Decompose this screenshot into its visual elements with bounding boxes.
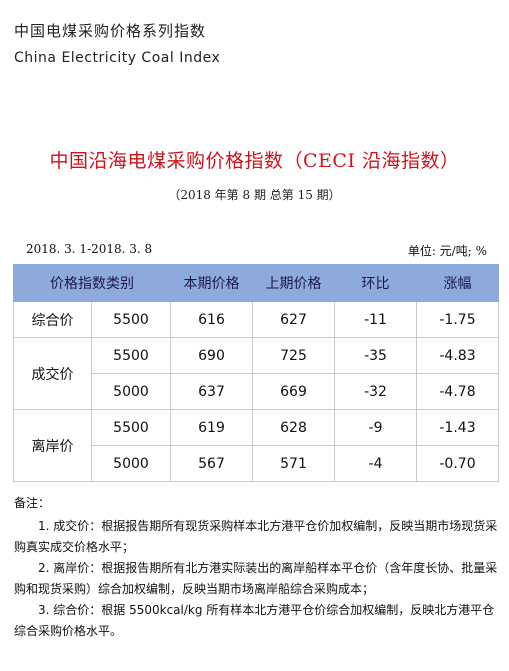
change-cell: -32 bbox=[334, 373, 417, 410]
table-row: 综合价 5500 616 627 -11 -1.75 bbox=[13, 301, 499, 338]
spec-cell: 5500 bbox=[91, 337, 171, 374]
current-cell: 619 bbox=[170, 409, 253, 446]
current-cell: 616 bbox=[170, 301, 253, 338]
change-cell: -11 bbox=[334, 301, 417, 338]
change-cell: -9 bbox=[334, 409, 417, 446]
pct-cell: -4.78 bbox=[416, 373, 499, 410]
series-title-cn: 中国电煤采购价格系列指数 bbox=[14, 22, 207, 40]
price-index-table: 价格指数类别 本期价格 上期价格 环比 涨幅 综合价 5500 616 627 … bbox=[13, 264, 499, 482]
table-header-row: 价格指数类别 本期价格 上期价格 环比 涨幅 bbox=[13, 264, 499, 302]
table-row: 5000 637 669 -32 -4.78 bbox=[14, 373, 499, 410]
header-category: 价格指数类别 bbox=[13, 264, 171, 302]
table-row: 5000 567 571 -4 -0.70 bbox=[14, 445, 499, 482]
pct-cell: -1.75 bbox=[416, 301, 499, 338]
pct-cell: -0.70 bbox=[416, 445, 499, 482]
previous-cell: 725 bbox=[252, 337, 335, 374]
table-row: 离岸价 5500 619 628 -9 -1.43 bbox=[13, 409, 499, 482]
change-cell: -4 bbox=[334, 445, 417, 482]
spec-cell: 5500 bbox=[91, 409, 171, 446]
current-cell: 567 bbox=[170, 445, 253, 482]
note-item: 3. 综合价：根据 5500kcal/kg 所有样本北方港平仓价综合加权编制，反… bbox=[14, 603, 495, 638]
header-previous: 上期价格 bbox=[252, 264, 335, 302]
spec-cell: 5000 bbox=[91, 445, 171, 482]
notes-section: 备注： 1. 成交价：根据报告期所有现货采购样本北方港平仓价加权编制，反映当期市… bbox=[14, 493, 498, 642]
previous-cell: 628 bbox=[252, 409, 335, 446]
pct-cell: -4.83 bbox=[416, 337, 499, 374]
spec-cell: 5500 bbox=[91, 301, 171, 338]
note-item: 1. 成交价：根据报告期所有现货采购样本北方港平仓价加权编制，反映当期市场现货采… bbox=[14, 519, 498, 554]
header-pct: 涨幅 bbox=[416, 264, 499, 302]
previous-cell: 571 bbox=[252, 445, 335, 482]
change-cell: -35 bbox=[334, 337, 417, 374]
category-cell: 成交价 bbox=[13, 337, 92, 410]
note-item: 2. 离岸价：根据报告期所有北方港实际装出的离岸船样本平仓价（含年度长协、批量采… bbox=[14, 561, 498, 596]
series-title-en: China Electricity Coal Index bbox=[14, 50, 221, 66]
previous-cell: 627 bbox=[252, 301, 335, 338]
unit-label: 单位: 元/吨; % bbox=[407, 244, 487, 258]
report-title: 中国沿海电煤采购价格指数（CECI 沿海指数） bbox=[49, 150, 460, 172]
current-cell: 690 bbox=[170, 337, 253, 374]
category-cell: 离岸价 bbox=[13, 409, 92, 482]
header-current: 本期价格 bbox=[170, 264, 253, 302]
previous-cell: 669 bbox=[252, 373, 335, 410]
report-issue: （2018 年第 8 期 总第 15 期） bbox=[168, 188, 341, 202]
current-cell: 637 bbox=[170, 373, 253, 410]
pct-cell: -1.43 bbox=[416, 409, 499, 446]
header-change: 环比 bbox=[334, 264, 417, 302]
table-row: 成交价 5500 690 725 -35 -4.83 bbox=[13, 337, 499, 410]
spec-cell: 5000 bbox=[91, 373, 171, 410]
category-cell: 综合价 bbox=[13, 301, 92, 338]
date-range: 2018. 3. 1-2018. 3. 8 bbox=[26, 242, 153, 256]
notes-title: 备注： bbox=[14, 496, 51, 510]
